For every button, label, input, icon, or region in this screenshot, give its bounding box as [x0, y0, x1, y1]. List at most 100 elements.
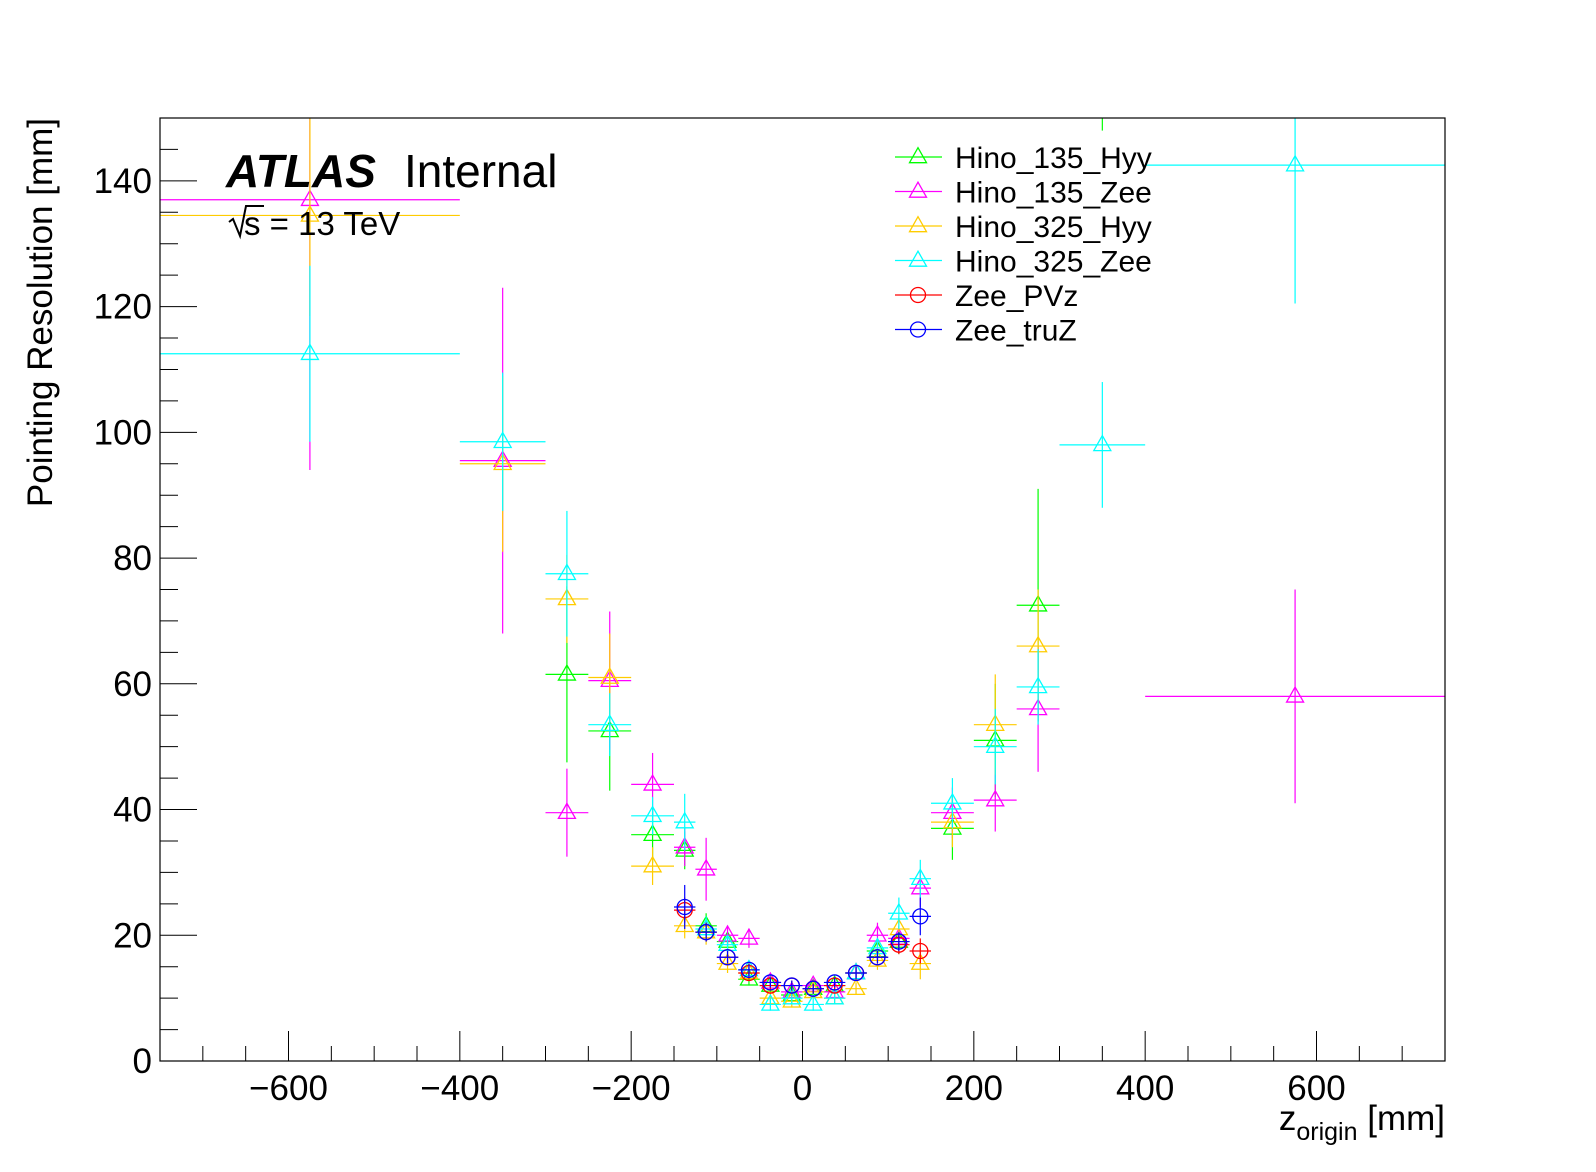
- data-point: [781, 977, 803, 994]
- legend-marker: [908, 146, 928, 164]
- data-marker: [825, 987, 845, 1005]
- data-point: [1145, 118, 1445, 304]
- data-marker: [782, 990, 802, 1008]
- y-tick-label: 140: [94, 162, 152, 201]
- legend-marker: [909, 286, 927, 304]
- data-point: [802, 993, 824, 1011]
- y-tick-label: 20: [113, 916, 152, 955]
- data-point: [674, 793, 696, 851]
- data-marker: [782, 987, 802, 1005]
- data-point: [888, 932, 910, 951]
- y-tick-label: 0: [133, 1042, 152, 1081]
- data-point: [759, 974, 782, 991]
- data-marker: [1285, 154, 1305, 172]
- data-point: [545, 510, 589, 637]
- data-marker: [557, 563, 577, 581]
- data-point: [973, 708, 1017, 785]
- data-point: [802, 980, 824, 997]
- data-marker: [889, 902, 909, 920]
- data-point: [845, 978, 867, 996]
- data-marker: [762, 974, 779, 991]
- legend-label: Zee_truZ: [955, 315, 1077, 348]
- data-marker: [676, 898, 693, 916]
- x-tick-label: 600: [1287, 1069, 1345, 1108]
- legend-label: Hino_135_Hyy: [955, 142, 1152, 175]
- axis-tick-labels: −600 −400 −200 0 200 400 600 0 20 40 60 80 100 120 140: [94, 162, 1346, 1108]
- data-marker: [890, 933, 908, 950]
- data-marker: [760, 993, 780, 1011]
- axis-ticks: [160, 117, 1403, 1062]
- data-point: [631, 796, 674, 835]
- x-tick-label: 400: [1116, 1069, 1174, 1108]
- data-point: [781, 987, 803, 1005]
- data-marker: [557, 802, 577, 820]
- x-axis-title-space: [1358, 1099, 1368, 1138]
- data-point: [695, 837, 717, 901]
- x-axis-title-var: z: [1279, 1099, 1297, 1138]
- legend-label: Hino_325_Hyy: [955, 211, 1152, 244]
- legend-entry: Hino_325_Hyy: [895, 211, 1152, 244]
- data-point: [909, 938, 931, 964]
- data-point: [160, 265, 460, 442]
- legend-label: Hino_135_Zee: [955, 177, 1152, 210]
- y-tick-label: 100: [94, 413, 152, 452]
- legend-marker: [908, 249, 928, 267]
- x-axis-title-sub: origin: [1296, 1118, 1357, 1146]
- data-point: [716, 949, 739, 966]
- legend-entry: Zee_PVz: [895, 280, 1078, 313]
- data-marker: [600, 714, 620, 732]
- data-point: [888, 897, 910, 929]
- data-marker: [826, 974, 843, 991]
- series-Hino_325_Zee: [160, 118, 1445, 1011]
- data-marker: [719, 949, 736, 966]
- data-point: [931, 778, 974, 829]
- legend-marker: [909, 321, 927, 338]
- data-marker: [642, 855, 663, 873]
- legend-label: Zee_PVz: [955, 280, 1078, 313]
- data-point: [1016, 649, 1060, 725]
- data-point: [909, 859, 931, 898]
- data-marker: [696, 858, 716, 876]
- energy-label: s = 13 TeV: [244, 205, 400, 242]
- data-marker: [912, 908, 929, 925]
- data-point: [759, 993, 782, 1011]
- data-point: [823, 974, 846, 991]
- data-point: [545, 768, 589, 857]
- data-marker: [805, 980, 822, 997]
- x-tick-label: 200: [945, 1069, 1003, 1108]
- data-marker: [803, 993, 823, 1011]
- data-marker: [697, 923, 715, 941]
- data-point: [588, 693, 632, 757]
- y-tick-label: 40: [113, 791, 152, 830]
- data-marker: [300, 343, 320, 361]
- data-marker: [803, 981, 823, 999]
- data-marker: [600, 666, 620, 684]
- data-marker: [985, 789, 1005, 807]
- data-marker: [493, 431, 513, 449]
- data-point: [738, 927, 760, 948]
- data-marker: [985, 736, 1005, 754]
- data-marker: [910, 952, 930, 970]
- data-point: [459, 372, 546, 511]
- y-tick-label: 60: [113, 665, 152, 704]
- data-marker: [642, 805, 663, 823]
- x-axis-title-unit: [mm]: [1367, 1099, 1445, 1138]
- data-marker: [846, 978, 866, 996]
- data-point: [631, 847, 674, 885]
- data-point: [866, 949, 889, 966]
- data-marker: [300, 204, 320, 222]
- data-marker: [739, 968, 759, 986]
- y-axis-title: Pointing Resolution [mm]: [21, 118, 60, 507]
- data-marker: [675, 811, 695, 829]
- legend-label: Hino_325_Zee: [955, 246, 1152, 279]
- series-Zee_truZ: [674, 884, 931, 997]
- legend-marker: [908, 180, 928, 198]
- data-point: [823, 987, 846, 1005]
- legend-entry: Hino_135_Zee: [895, 177, 1152, 210]
- x-tick-label: −400: [420, 1069, 499, 1108]
- data-marker: [867, 949, 888, 967]
- data-marker: [1092, 434, 1112, 452]
- atlas-sublabel: Internal: [404, 145, 557, 197]
- y-tick-label: 80: [113, 539, 152, 578]
- data-point: [845, 964, 867, 982]
